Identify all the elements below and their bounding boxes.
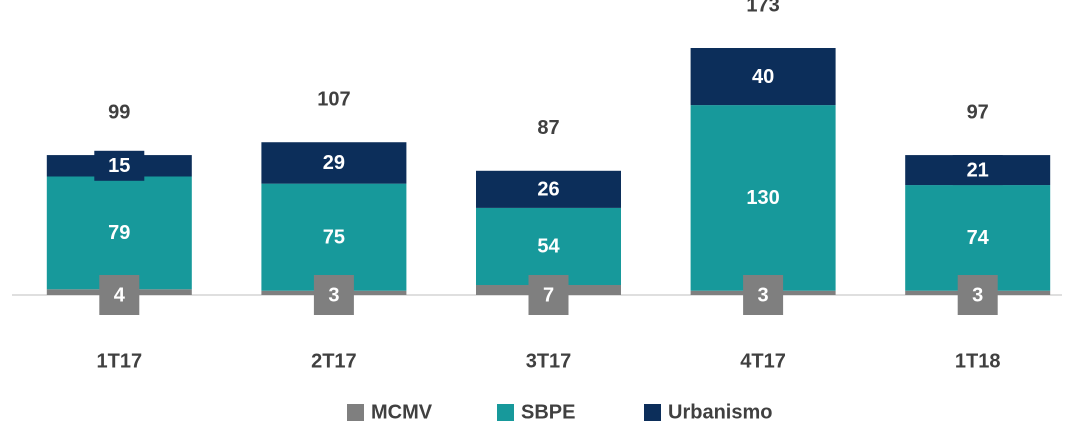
label-box [94, 150, 145, 181]
data-label: 130 [746, 187, 779, 209]
legend-label: SBPE [521, 401, 575, 423]
legend-label: Urbanismo [668, 401, 772, 423]
data-label: 4 [114, 284, 126, 306]
label-box [99, 275, 140, 315]
data-label: 40 [752, 66, 774, 88]
total-label: 87 [537, 117, 559, 139]
data-label: 74 [967, 227, 990, 249]
data-label: 29 [323, 152, 345, 174]
label-box [308, 147, 359, 178]
label-box [957, 275, 998, 315]
legend-swatch [644, 404, 661, 421]
legend-swatch [497, 404, 514, 421]
label-box [952, 155, 1003, 186]
bar-segment [476, 207, 621, 286]
label-box [528, 275, 569, 315]
label-box [313, 275, 354, 315]
legend-label: MCMV [371, 401, 433, 423]
data-label: 79 [108, 222, 130, 244]
data-label: 7 [543, 284, 554, 306]
x-tick-label: 2T17 [311, 350, 357, 372]
data-label: 3 [972, 284, 983, 306]
total-label: 97 [967, 101, 989, 123]
data-label: 21 [967, 159, 989, 181]
label-box [523, 174, 574, 205]
data-label: 75 [323, 226, 345, 248]
bar-segment [690, 105, 836, 291]
label-box [738, 61, 789, 92]
data-label: 3 [328, 284, 339, 306]
x-tick-label: 1T18 [955, 350, 1001, 372]
data-label: 26 [537, 179, 559, 201]
bar-segment [46, 176, 192, 290]
total-label: 107 [317, 89, 350, 111]
label-box [743, 275, 784, 315]
data-label: 15 [108, 155, 130, 177]
data-label: 54 [537, 236, 560, 258]
x-tick-label: 4T17 [740, 350, 786, 372]
total-label: 173 [746, 0, 779, 16]
bar-segment [261, 183, 407, 291]
x-tick-label: 1T17 [97, 350, 143, 372]
bar-segment [905, 185, 1051, 291]
data-label: 3 [758, 284, 769, 306]
legend-swatch [347, 404, 364, 421]
x-tick-label: 3T17 [526, 350, 572, 372]
total-label: 99 [108, 101, 130, 123]
